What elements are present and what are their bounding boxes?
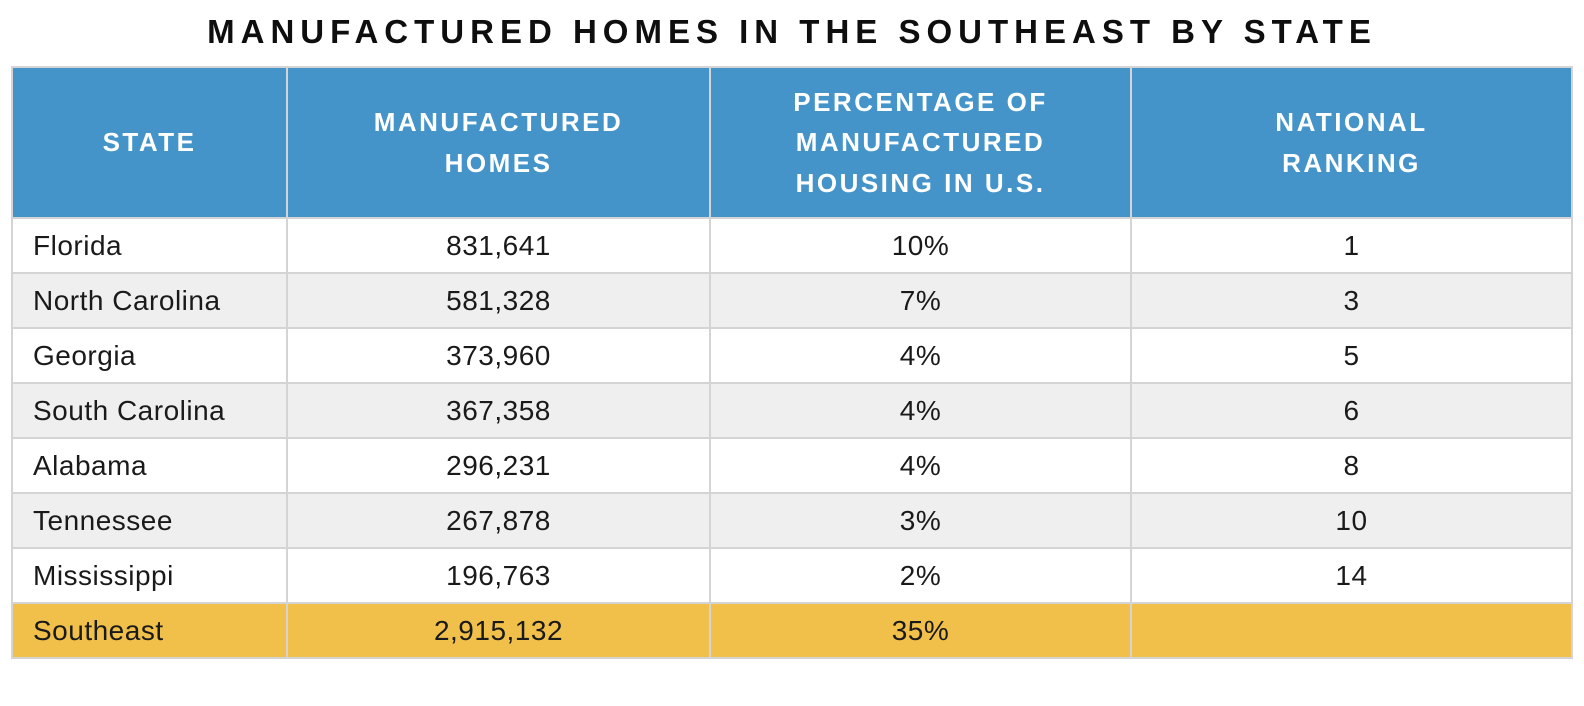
table-row-total: Southeast 2,915,132 35% — [11, 602, 1573, 659]
cell-manufactured-homes: 296,231 — [286, 437, 711, 494]
cell-manufactured-homes: 367,358 — [286, 382, 711, 439]
cell-percentage: 3% — [709, 492, 1132, 549]
column-header-label: PERCENTAGE OF MANUFACTURED HOUSING IN U.… — [793, 87, 1048, 198]
cell-national-ranking: 3 — [1130, 272, 1573, 329]
cell-manufactured-homes: 2,915,132 — [286, 602, 711, 659]
column-header-label: NATIONAL RANKING — [1275, 107, 1428, 178]
table-row: Mississippi 196,763 2% 14 — [11, 547, 1573, 604]
cell-manufactured-homes: 831,641 — [286, 217, 711, 274]
cell-national-ranking — [1130, 602, 1573, 659]
column-header-label: MANUFACTURED HOMES — [373, 107, 624, 178]
table-row: South Carolina 367,358 4% 6 — [11, 382, 1573, 439]
cell-national-ranking: 14 — [1130, 547, 1573, 604]
table-body: Florida 831,641 10% 1 North Carolina 581,328 7… — [11, 217, 1573, 659]
column-header-percentage: PERCENTAGE OF MANUFACTURED HOUSING IN U.… — [709, 66, 1132, 219]
cell-state: Florida — [11, 217, 288, 274]
table-row: Georgia 373,960 4% 5 — [11, 327, 1573, 384]
table-header: STATE MANUFACTURED HOMES PERCENTAGE OF M… — [11, 66, 1573, 219]
table-row: Alabama 296,231 4% 8 — [11, 437, 1573, 494]
column-header-manufactured-homes: MANUFACTURED HOMES — [286, 66, 711, 219]
cell-state: Tennessee — [11, 492, 288, 549]
table-row: North Carolina 581,328 7% 3 — [11, 272, 1573, 329]
cell-national-ranking: 6 — [1130, 382, 1573, 439]
cell-percentage: 7% — [709, 272, 1132, 329]
column-header-national-ranking: NATIONAL RANKING — [1130, 66, 1573, 219]
cell-national-ranking: 10 — [1130, 492, 1573, 549]
cell-state: Southeast — [11, 602, 288, 659]
cell-manufactured-homes: 581,328 — [286, 272, 711, 329]
cell-manufactured-homes: 267,878 — [286, 492, 711, 549]
cell-state: Mississippi — [11, 547, 288, 604]
cell-state: Georgia — [11, 327, 288, 384]
cell-manufactured-homes: 196,763 — [286, 547, 711, 604]
table-row: Florida 831,641 10% 1 — [11, 217, 1573, 274]
column-header-label: STATE — [102, 127, 197, 158]
cell-manufactured-homes: 373,960 — [286, 327, 711, 384]
cell-national-ranking: 5 — [1130, 327, 1573, 384]
cell-percentage: 10% — [709, 217, 1132, 274]
cell-national-ranking: 8 — [1130, 437, 1573, 494]
cell-percentage: 4% — [709, 327, 1132, 384]
cell-percentage: 4% — [709, 437, 1132, 494]
manufactured-homes-table: STATE MANUFACTURED HOMES PERCENTAGE OF M… — [11, 66, 1573, 659]
table-row: Tennessee 267,878 3% 10 — [11, 492, 1573, 549]
cell-state: North Carolina — [11, 272, 288, 329]
cell-state: Alabama — [11, 437, 288, 494]
column-header-state: STATE — [11, 66, 288, 219]
table-header-row: STATE MANUFACTURED HOMES PERCENTAGE OF M… — [11, 66, 1573, 219]
cell-national-ranking: 1 — [1130, 217, 1573, 274]
cell-percentage: 35% — [709, 602, 1132, 659]
cell-percentage: 4% — [709, 382, 1132, 439]
cell-percentage: 2% — [709, 547, 1132, 604]
page-title: MANUFACTURED HOMES IN THE SOUTHEAST BY S… — [207, 13, 1377, 50]
cell-state: South Carolina — [11, 382, 288, 439]
